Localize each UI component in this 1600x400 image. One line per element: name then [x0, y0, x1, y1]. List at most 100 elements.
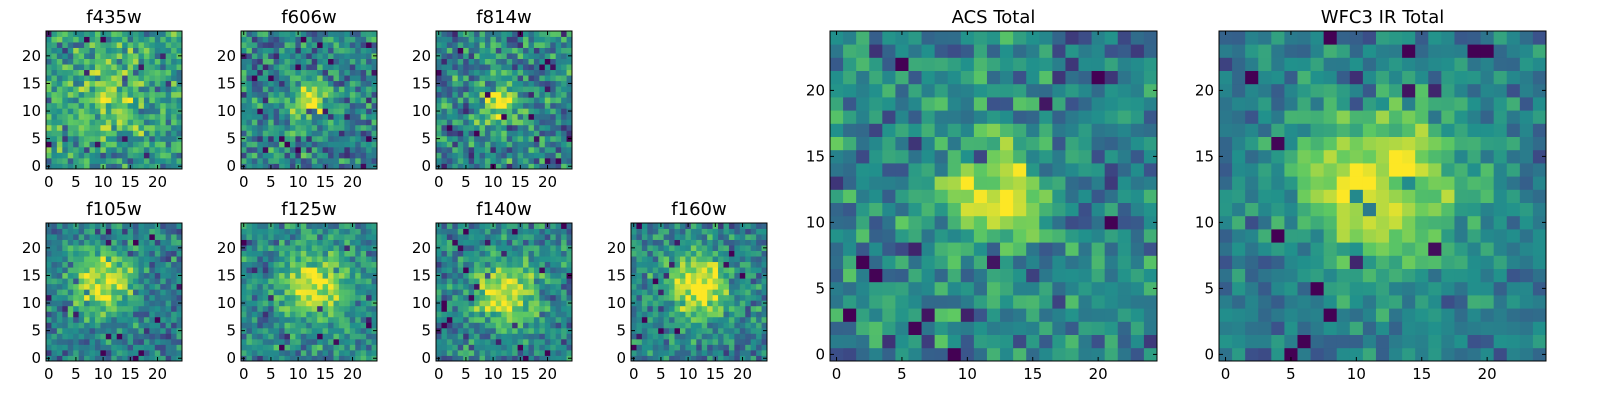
heatmap-cell: [856, 163, 870, 177]
heatmap-cell: [51, 119, 58, 126]
heatmap-cell: [143, 53, 150, 59]
heatmap-cell: [908, 163, 922, 177]
heatmap-cell: [160, 278, 167, 285]
heatmap-cell: [306, 267, 313, 274]
heatmap-cell: [67, 86, 74, 93]
heatmap-cell: [284, 234, 291, 240]
heatmap-cell: [127, 250, 134, 257]
heatmap-cell: [268, 36, 275, 43]
heatmap-cell: [533, 322, 540, 329]
heatmap-cell: [51, 163, 58, 170]
heatmap-cell: [344, 152, 351, 159]
heatmap-cell: [268, 80, 275, 87]
heatmap-cell: [262, 42, 269, 48]
heatmap-cell: [289, 283, 296, 290]
heatmap-cell: [100, 245, 107, 251]
heatmap-cell: [355, 36, 362, 43]
heatmap-cell: [262, 108, 269, 115]
heatmap-cell: [165, 344, 172, 351]
heatmap-cell: [669, 283, 675, 290]
y-tick-label: 0: [421, 349, 431, 367]
heatmap-cell: [479, 239, 486, 246]
heatmap-cell: [506, 86, 513, 93]
heatmap-cell: [306, 355, 313, 362]
heatmap-cell: [149, 47, 156, 54]
heatmap-cell: [533, 108, 540, 115]
heatmap-cell: [84, 223, 90, 229]
heatmap-cell: [1052, 268, 1066, 283]
heatmap-cell: [1078, 163, 1092, 177]
heatmap-cell: [761, 239, 768, 246]
heatmap-cell: [701, 223, 708, 229]
heatmap-cell: [544, 316, 551, 323]
heatmap-cell: [512, 283, 518, 290]
heatmap-cell: [62, 102, 69, 109]
heatmap-cell: [171, 327, 177, 334]
heatmap-cell: [100, 344, 107, 351]
heatmap-cell: [51, 294, 58, 301]
heatmap-cell: [289, 311, 296, 318]
heatmap-cell: [457, 69, 464, 76]
heatmap-cell: [273, 130, 280, 137]
heatmap-cell: [279, 135, 285, 142]
heatmap-cell: [446, 69, 453, 76]
heatmap-cell: [366, 322, 372, 329]
heatmap-cell: [100, 322, 107, 329]
x-tick-label: 20: [733, 365, 752, 383]
heatmap-cell: [89, 223, 96, 229]
heatmap-cell: [495, 108, 502, 115]
heatmap-cell: [495, 75, 502, 82]
heatmap-cell: [371, 305, 378, 312]
heatmap-cell: [317, 245, 323, 251]
heatmap-cell: [89, 283, 96, 290]
heatmap-cell: [171, 113, 177, 120]
heatmap-cell: [251, 234, 258, 240]
heatmap-cell: [452, 157, 459, 164]
heatmap-cell: [338, 108, 345, 115]
heatmap-cell: [46, 316, 52, 323]
heatmap-cell: [262, 64, 269, 71]
heatmap-cell: [138, 267, 145, 274]
heatmap-cell: [468, 102, 475, 109]
heatmap-cell: [701, 289, 708, 296]
heatmap-cell: [122, 130, 128, 137]
heatmap-cell: [73, 69, 80, 76]
heatmap-cell: [1013, 189, 1027, 203]
heatmap-cell: [1143, 163, 1158, 177]
heatmap-cell: [176, 86, 183, 93]
heatmap-cell: [100, 58, 107, 65]
heatmap-cell: [284, 130, 291, 137]
heatmap-cell: [133, 305, 139, 312]
heatmap-cell: [62, 80, 69, 87]
heatmap-cell: [506, 130, 513, 137]
heatmap-cell: [718, 239, 724, 246]
heatmap-cell: [745, 223, 752, 229]
heatmap-cell: [555, 322, 562, 329]
heatmap-cell: [246, 119, 253, 126]
heatmap-cell: [241, 239, 247, 246]
heatmap-cell: [366, 130, 372, 137]
heatmap-cell: [566, 64, 573, 71]
heatmap-cell: [311, 91, 318, 98]
heatmap-cell: [100, 135, 107, 142]
heatmap-cell: [143, 86, 150, 93]
heatmap-cell: [176, 47, 183, 54]
heatmap-cell: [94, 58, 101, 65]
heatmap-cell: [728, 338, 735, 345]
y-tick-label: 15: [412, 266, 431, 284]
heatmap-cell: [46, 344, 52, 351]
heatmap-cell: [371, 333, 378, 340]
heatmap-cell: [246, 91, 253, 98]
heatmap-cell: [674, 283, 681, 290]
heatmap-cell: [436, 47, 442, 54]
heatmap-cell: [533, 344, 540, 351]
heatmap-cell: [1117, 229, 1132, 243]
heatmap-cell: [561, 261, 567, 268]
heatmap-cell: [295, 135, 302, 142]
heatmap-cell: [116, 261, 123, 268]
heatmap-cell: [555, 53, 562, 59]
heatmap-cell: [555, 355, 562, 362]
heatmap-cell: [328, 53, 334, 59]
heatmap-cell: [474, 119, 480, 126]
heatmap-cell: [528, 349, 535, 356]
